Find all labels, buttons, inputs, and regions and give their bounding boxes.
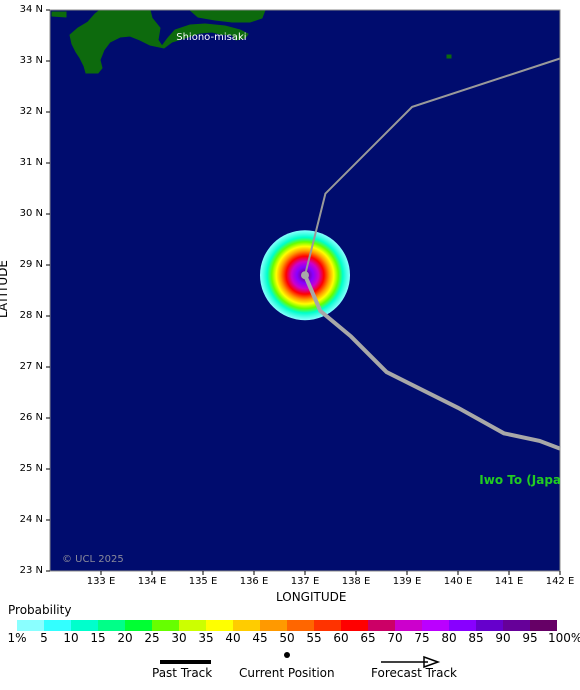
latitude-tick-label: 26 N — [19, 412, 43, 423]
x-axis-title: LONGITUDE — [276, 590, 347, 604]
probability-scale-label: 45 — [252, 631, 268, 645]
probability-swatch — [476, 620, 503, 631]
probability-scale-label: 70 — [387, 631, 403, 645]
y-axis-title: LATITUDE — [0, 259, 11, 319]
probability-scale-label: 1% — [7, 631, 27, 645]
longitude-tick-label: 138 E — [341, 576, 371, 587]
probability-swatch — [17, 620, 44, 631]
probability-scale-label: 100% — [548, 631, 580, 645]
forecast-track-line — [304, 57, 561, 276]
land-mass — [51, 9, 452, 74]
probability-swatch — [503, 620, 530, 631]
probability-scale-label: 35 — [198, 631, 214, 645]
probability-scale-label: 90 — [495, 631, 511, 645]
longitude-tick-label: 135 E — [188, 576, 218, 587]
probability-swatch — [395, 620, 422, 631]
latitude-tick-label: 33 N — [19, 55, 43, 66]
longitude-tick-label: 134 E — [137, 576, 167, 587]
latitude-tick-label: 24 N — [19, 514, 43, 525]
probability-swatch — [449, 620, 476, 631]
probability-swatch — [530, 620, 557, 631]
probability-scale-label: 15 — [90, 631, 106, 645]
probability-swatch — [152, 620, 179, 631]
place-label-shiono-misaki: Shiono-misaki — [176, 32, 247, 44]
probability-swatch — [179, 620, 206, 631]
copyright-label: © UCL 2025 — [62, 554, 124, 565]
current-position-marker — [301, 271, 309, 280]
latitude-tick-label: 25 N — [19, 463, 43, 474]
probability-scale-label: 50 — [279, 631, 295, 645]
probability-scale-label: 95 — [522, 631, 538, 645]
probability-scale-label: 55 — [306, 631, 322, 645]
longitude-tick-label: 137 E — [290, 576, 320, 587]
probability-scale-label: 65 — [360, 631, 376, 645]
probability-swatch — [44, 620, 71, 631]
longitude-tick-label: 136 E — [239, 576, 269, 587]
latitude-tick-label: 29 N — [19, 259, 43, 270]
forecast-arrow-head — [423, 655, 441, 669]
axis-ticks — [46, 9, 561, 575]
probability-scale-label: 25 — [144, 631, 160, 645]
probability-scale-label: 30 — [171, 631, 187, 645]
probability-scale-label: 10 — [63, 631, 79, 645]
probability-scale-label: 80 — [441, 631, 457, 645]
latitude-tick-label: 28 N — [19, 310, 43, 321]
probability-swatch — [287, 620, 314, 631]
probability-swatch — [98, 620, 125, 631]
longitude-tick-label: 139 E — [392, 576, 422, 587]
probability-scale-label: 5 — [40, 631, 48, 645]
probability-swatch — [125, 620, 152, 631]
probability-swatch — [260, 620, 287, 631]
current-position-key-label: Current Position — [239, 666, 335, 680]
probability-swatch — [341, 620, 368, 631]
current-position-key-dot — [284, 652, 290, 658]
latitude-tick-label: 23 N — [19, 565, 43, 576]
probability-scale-label: 20 — [117, 631, 133, 645]
probability-scale-label: 60 — [333, 631, 349, 645]
probability-scale-label: 75 — [414, 631, 430, 645]
latitude-tick-label: 34 N — [19, 4, 43, 15]
longitude-tick-label: 141 E — [494, 576, 524, 587]
legend-title: Probability — [8, 603, 72, 617]
probability-swatch — [422, 620, 449, 631]
longitude-tick-label: 133 E — [86, 576, 116, 587]
latitude-tick-label: 30 N — [19, 208, 43, 219]
probability-swatch — [233, 620, 260, 631]
storm-track-line — [303, 274, 561, 451]
latitude-tick-label: 32 N — [19, 106, 43, 117]
probability-color-scale — [17, 620, 557, 631]
probability-swatch — [71, 620, 98, 631]
latitude-tick-label: 31 N — [19, 157, 43, 168]
forecast-track-key-label: Forecast Track — [371, 666, 457, 680]
probability-swatch — [368, 620, 395, 631]
longitude-tick-label: 140 E — [443, 576, 473, 587]
past-track-key-label: Past Track — [152, 666, 213, 680]
longitude-tick-label: 142 E — [545, 576, 575, 587]
probability-swatch — [314, 620, 341, 631]
probability-scale-label: 40 — [225, 631, 241, 645]
place-label-iwo-to: Iwo To (Japa — [479, 472, 562, 487]
probability-scale-label: 85 — [468, 631, 484, 645]
probability-swatch — [206, 620, 233, 631]
latitude-tick-label: 27 N — [19, 361, 43, 372]
